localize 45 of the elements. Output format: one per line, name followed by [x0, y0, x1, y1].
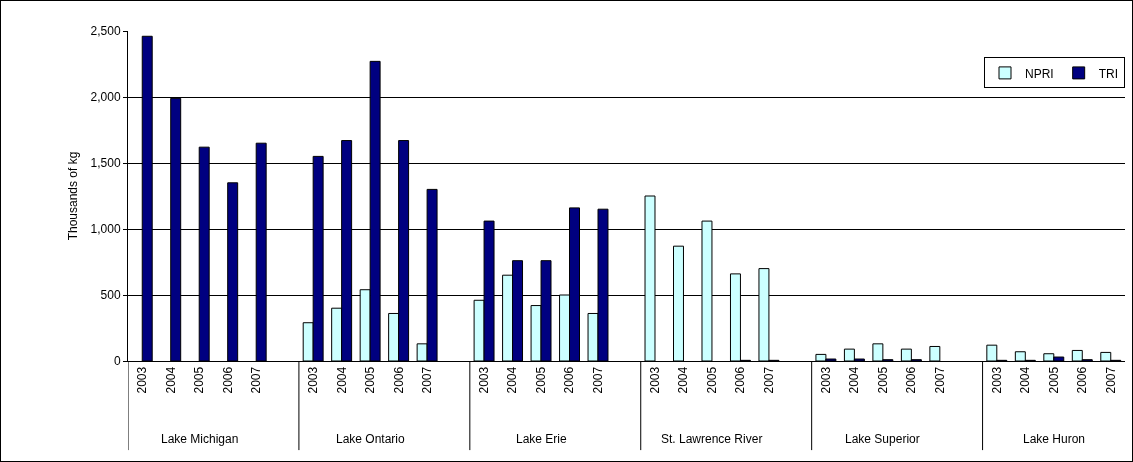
x-tick-label: 2006 [1075, 366, 1090, 394]
x-tick-label: 2005 [875, 366, 890, 394]
x-tick-label: 2003 [135, 366, 150, 394]
x-tick-label: 2005 [363, 366, 378, 394]
x-tick-label: 2004 [163, 366, 178, 394]
x-tick-label: 2006 [391, 366, 406, 394]
legend-label: TRI [1098, 66, 1119, 81]
x-tick-label: 2006 [220, 366, 235, 394]
x-tick-label: 2007 [590, 366, 605, 394]
text: St. Lawrence River [661, 432, 763, 446]
x-tick-label: 2006 [562, 366, 577, 394]
y-tick-label: 1,500 [90, 156, 121, 171]
x-tick-label: 2005 [192, 366, 207, 394]
legend-label: NPRI [1025, 66, 1054, 81]
x-tick-label: 2007 [932, 366, 947, 394]
y-tick-label: 500 [100, 288, 121, 303]
x-tick-label: 2003 [476, 366, 491, 394]
x-tick-label: 2004 [1018, 366, 1033, 394]
x-tick-label: 2004 [334, 366, 349, 394]
x-tick-label: 2007 [249, 366, 264, 394]
y-tick-label: 0 [113, 354, 121, 369]
text: Lake Michigan [161, 432, 239, 446]
x-tick-label: 2005 [704, 366, 719, 394]
text: Lake Ontario [336, 432, 406, 446]
y-tick-label: 2,000 [90, 90, 121, 105]
text: Lake Erie [516, 432, 568, 446]
x-tick-label: 2005 [533, 366, 548, 394]
x-tick-label: 2003 [306, 366, 321, 394]
x-tick-label: 2006 [904, 366, 919, 394]
text: Lake Huron [1023, 432, 1086, 446]
x-tick-label: 2005 [1046, 366, 1061, 394]
y-tick-label: 2,500 [90, 24, 121, 39]
x-tick-label: 2006 [733, 366, 748, 394]
y-axis-title: Thousands of kg [65, 151, 80, 241]
x-tick-label: 2007 [1103, 366, 1118, 394]
x-tick-label: 2004 [847, 366, 862, 394]
x-tick-label: 2007 [420, 366, 434, 394]
x-tick-label: 2007 [761, 366, 776, 394]
text: Lake Superior [845, 432, 920, 446]
x-tick-label: 2003 [818, 366, 833, 394]
x-tick-label: 2004 [505, 366, 520, 394]
x-tick-label: 2004 [676, 366, 691, 394]
y-tick-label: 1,000 [90, 222, 121, 237]
x-tick-label: 2003 [989, 366, 1004, 394]
x-tick-label: 2003 [647, 366, 662, 394]
